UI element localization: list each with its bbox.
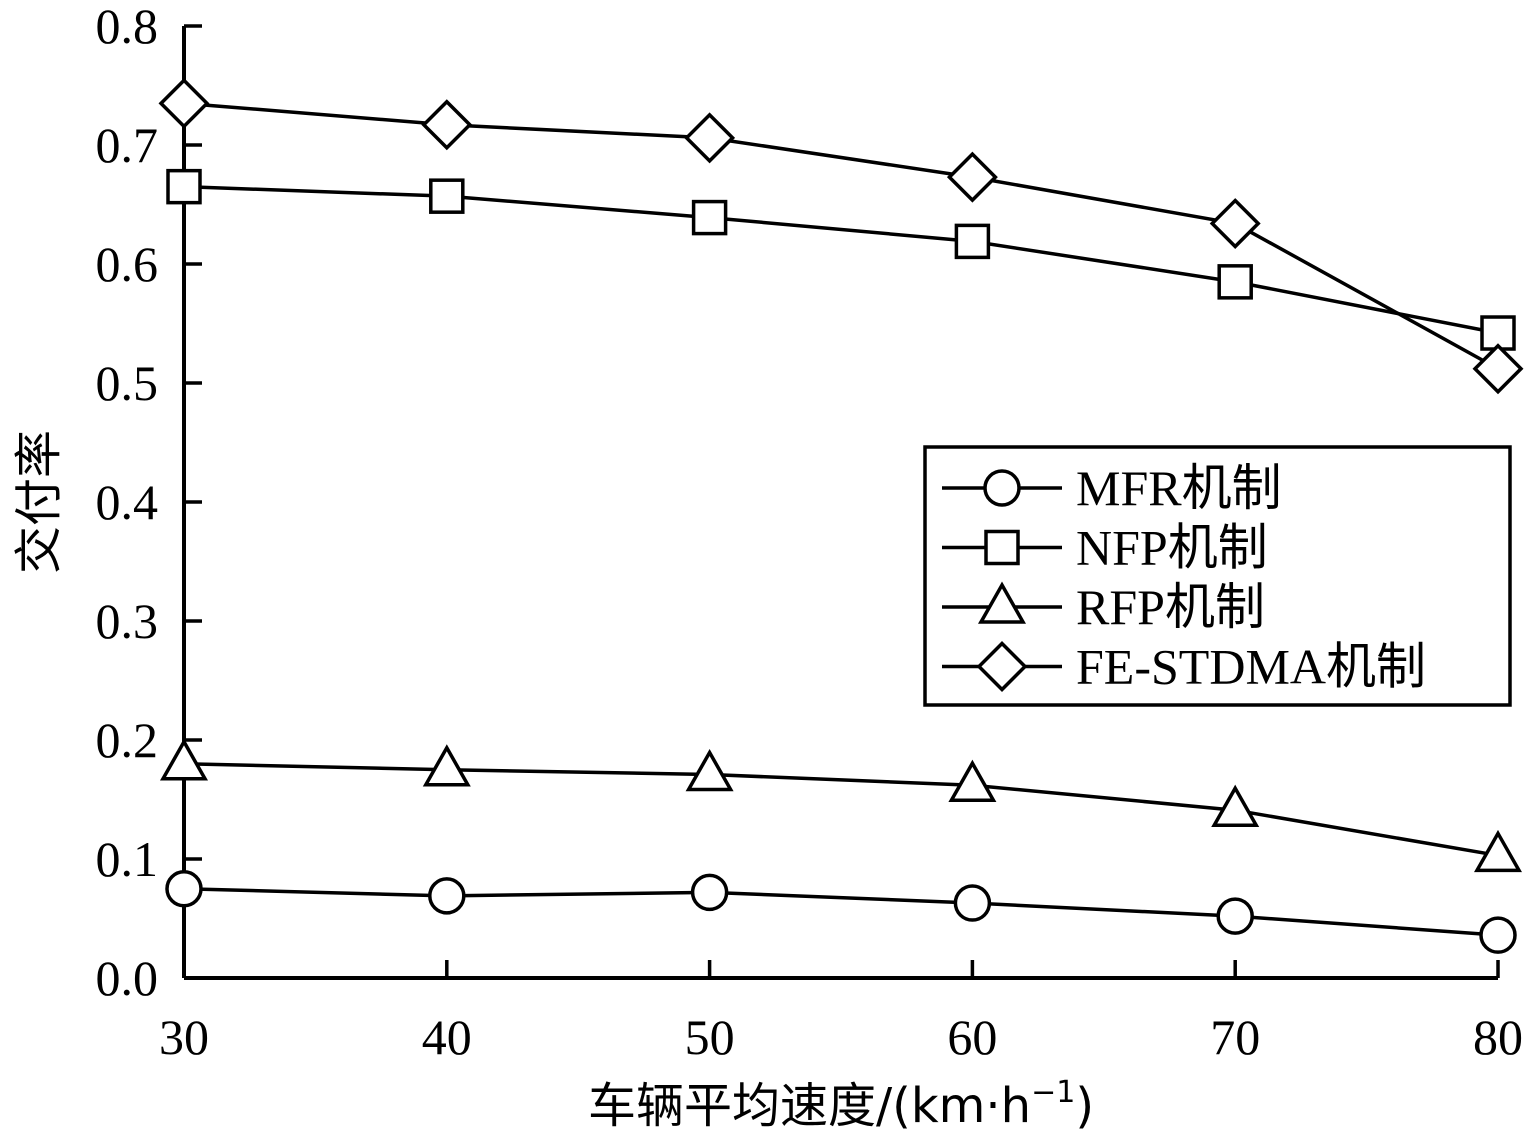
data-point-diamond — [1472, 343, 1524, 395]
y-tick-label: 0.3 — [96, 593, 159, 649]
y-tick-label: 0.5 — [96, 355, 159, 411]
series-line — [183, 887, 1499, 937]
x-axis-title-superscript: −1 — [1031, 1075, 1075, 1110]
y-tick-label: 0.8 — [96, 0, 159, 54]
legend-box — [923, 445, 1512, 707]
data-point-square — [166, 168, 202, 205]
y-tick-label: 0.2 — [96, 712, 159, 768]
series-triangle — [159, 738, 1523, 873]
axes: 0.0 0.1 0.2 0.3 0.4 0.5 0.6 0.7 0.8 30 40 50 60 70 80 — [96, 0, 1524, 1065]
series-line — [183, 184, 1499, 335]
x-tick-label: 50 — [685, 1009, 735, 1065]
y-tick-label: 0.7 — [96, 117, 159, 173]
x-tick-label: 70 — [1210, 1009, 1260, 1065]
data-point-triangle — [948, 759, 997, 802]
x-axis-title: 车辆平均速度/(km·h−1) — [588, 1075, 1094, 1134]
data-point-diamond — [158, 77, 210, 129]
series-diamond — [158, 77, 1524, 395]
data-point-triangle — [1211, 784, 1260, 827]
y-tick-label: 0.4 — [96, 474, 159, 530]
data-point-diamond — [1209, 198, 1261, 250]
x-tick-label: 80 — [1473, 1009, 1523, 1065]
data-point-circle — [690, 873, 729, 912]
data-point-triangle — [422, 744, 471, 787]
data-point-square — [1217, 264, 1253, 300]
legend-label: RFP机制 — [1076, 579, 1265, 635]
data-point-circle — [428, 877, 466, 915]
series-square — [166, 168, 1516, 351]
data-point-circle — [953, 884, 992, 922]
x-tick-label: 60 — [947, 1009, 997, 1065]
data-point-square — [954, 223, 991, 260]
data-point-diamond — [946, 151, 998, 203]
legend-marker-diamond — [976, 641, 1028, 692]
x-axis-title-close: ) — [1075, 1078, 1094, 1134]
data-point-circle — [165, 870, 203, 908]
y-tick-label: 0.0 — [96, 950, 159, 1006]
legend-label: MFR机制 — [1076, 460, 1282, 516]
x-tick-label: 40 — [422, 1009, 472, 1065]
data-point-circle — [1479, 916, 1517, 954]
x-axis-title-main: 车辆平均速度/(km·h — [588, 1078, 1031, 1134]
data-point-square — [691, 199, 728, 236]
data-point-square — [1480, 315, 1516, 351]
data-point-triangle — [1473, 829, 1523, 873]
legend-label: FE-STDMA机制 — [1076, 639, 1426, 695]
data-point-square — [429, 178, 465, 214]
y-tick-label: 0.6 — [96, 236, 159, 292]
series-line — [183, 762, 1499, 858]
legend-marker-circle — [983, 469, 1021, 507]
legend-marker-square — [984, 529, 1020, 566]
data-point-circle — [1216, 897, 1254, 935]
data-point-diamond — [684, 112, 736, 164]
legend-label: NFP机制 — [1076, 520, 1268, 576]
data-point-triangle — [685, 748, 734, 792]
data-point-triangle — [159, 738, 209, 781]
legend-marker-triangle — [977, 581, 1027, 624]
y-axis-title: 交付率 — [11, 430, 67, 574]
series-line — [183, 101, 1499, 371]
data-point-diamond — [421, 99, 473, 151]
series-circle — [165, 870, 1517, 954]
x-tick-label: 30 — [159, 1009, 209, 1065]
series-layer — [158, 77, 1524, 954]
y-tick-label: 0.1 — [96, 831, 159, 887]
